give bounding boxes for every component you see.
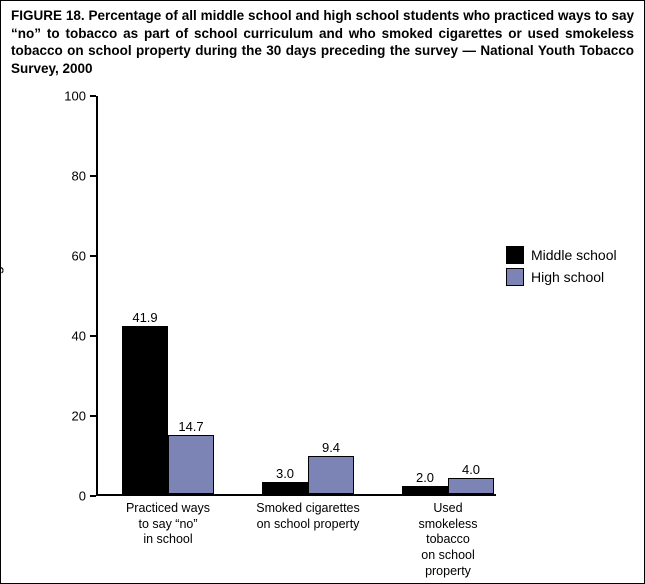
legend-swatch	[506, 268, 524, 286]
legend-item: High school	[506, 268, 617, 286]
bar-value-label: 9.4	[322, 440, 340, 455]
legend-label: Middle school	[531, 247, 617, 263]
y-tick	[90, 95, 96, 97]
y-tick-label: 40	[46, 329, 86, 344]
y-tick-label: 80	[46, 169, 86, 184]
bar	[448, 478, 494, 494]
legend-item: Middle school	[506, 246, 617, 264]
legend-label: High school	[531, 269, 604, 285]
y-axis	[96, 96, 98, 496]
figure-title: FIGURE 18. Percentage of all middle scho…	[11, 7, 634, 77]
y-tick-label: 60	[46, 249, 86, 264]
bar-value-label: 2.0	[416, 470, 434, 485]
category-label: Smoked cigaretteson school property	[256, 501, 360, 532]
y-tick	[90, 495, 96, 497]
bar-value-label: 14.7	[178, 419, 203, 434]
legend-swatch	[506, 246, 524, 264]
y-tick	[90, 255, 96, 257]
y-tick	[90, 175, 96, 177]
y-axis-label: Percentage	[0, 258, 5, 335]
bar	[168, 435, 214, 494]
y-tick	[90, 415, 96, 417]
bar-value-label: 4.0	[462, 462, 480, 477]
x-axis	[96, 494, 496, 496]
bar	[308, 456, 354, 494]
bar	[262, 482, 308, 494]
bar	[122, 326, 168, 494]
y-tick	[90, 335, 96, 337]
plot-area: 02040608010041.914.73.09.42.04.0Practice…	[96, 96, 496, 496]
y-tick-label: 100	[46, 89, 86, 104]
bar-value-label: 3.0	[276, 466, 294, 481]
legend: Middle school High school	[506, 246, 617, 290]
figure-container: FIGURE 18. Percentage of all middle scho…	[0, 0, 645, 584]
y-tick-label: 20	[46, 409, 86, 424]
bar-value-label: 41.9	[132, 310, 157, 325]
category-label: Used smokelesstobacco on schoolproperty	[418, 501, 477, 579]
category-label: Practiced waysto say “no”in school	[126, 501, 210, 548]
y-tick-label: 0	[46, 489, 86, 504]
chart-area: Percentage 02040608010041.914.73.09.42.0…	[36, 96, 636, 566]
bar	[402, 486, 448, 494]
